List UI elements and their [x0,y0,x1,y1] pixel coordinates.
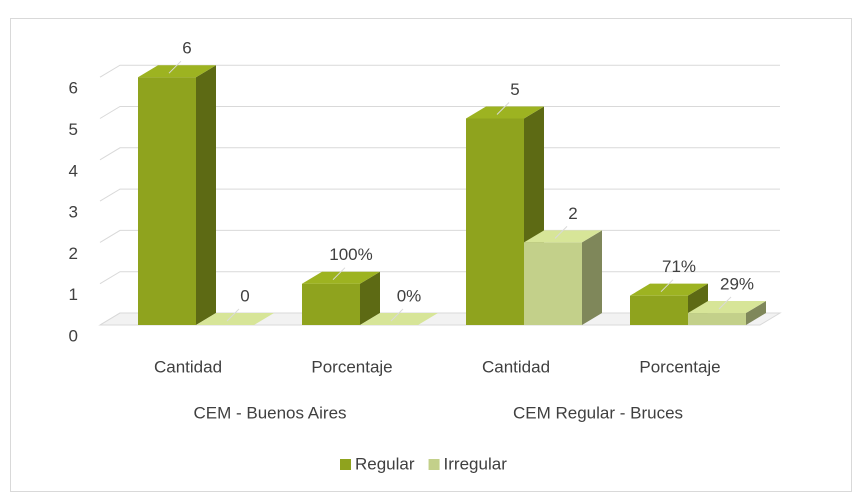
label-leader [554,226,568,239]
x-tick-label: Porcentaje [639,357,720,376]
group-label: CEM Regular - Bruces [513,403,683,422]
label-leader [332,267,346,281]
x-tick-label: Cantidad [154,357,222,376]
bar-top [138,65,216,78]
chart-frame [10,18,852,492]
x-tick-label: Cantidad [482,357,550,376]
data-label: 5 [510,80,519,99]
bar [524,242,582,325]
bar [630,295,688,325]
y-tick-label: 3 [69,203,78,222]
legend-swatch [428,459,440,470]
bar-top [630,283,708,296]
group-label: CEM - Buenos Aires [193,403,346,422]
bar-top [688,301,766,314]
bar-top [466,106,544,119]
y-tick-label: 5 [69,120,78,139]
grid-line [99,106,780,119]
bar [138,77,196,325]
y-tick-label: 6 [69,79,78,98]
bar [688,313,746,325]
data-label: 71% [662,257,696,276]
bar-top [360,313,438,325]
y-tick-label: 4 [69,161,78,180]
grid-line [99,188,780,202]
y-tick-label: 2 [69,244,78,263]
bar-side [360,271,380,325]
bar-top [302,271,380,284]
bar [302,283,360,325]
legend-label: Irregular [444,454,508,473]
y-tick-label: 1 [69,285,78,304]
legend-label: Regular [355,454,415,473]
label-leader [660,279,674,293]
label-leader [226,308,240,322]
bar-top [524,230,602,243]
data-label: 100% [329,245,372,264]
label-leader [718,296,732,310]
data-label: 0% [397,286,422,305]
data-label: 6 [182,39,191,58]
x-tick-label: Porcentaje [311,357,392,376]
label-leader [496,102,510,115]
label-leader [168,60,182,74]
bar-side [582,230,602,325]
bar-side [196,65,216,325]
label-leader [390,308,404,322]
legend-swatch [340,459,351,470]
y-tick-label: 0 [69,326,78,345]
grid-line [99,147,780,161]
bar [466,118,524,325]
bar-side [746,301,766,325]
bar-top [196,313,274,325]
grid-line [99,64,780,78]
data-label: 29% [720,275,754,294]
data-label: 0 [240,286,249,305]
data-label: 2 [568,204,577,223]
